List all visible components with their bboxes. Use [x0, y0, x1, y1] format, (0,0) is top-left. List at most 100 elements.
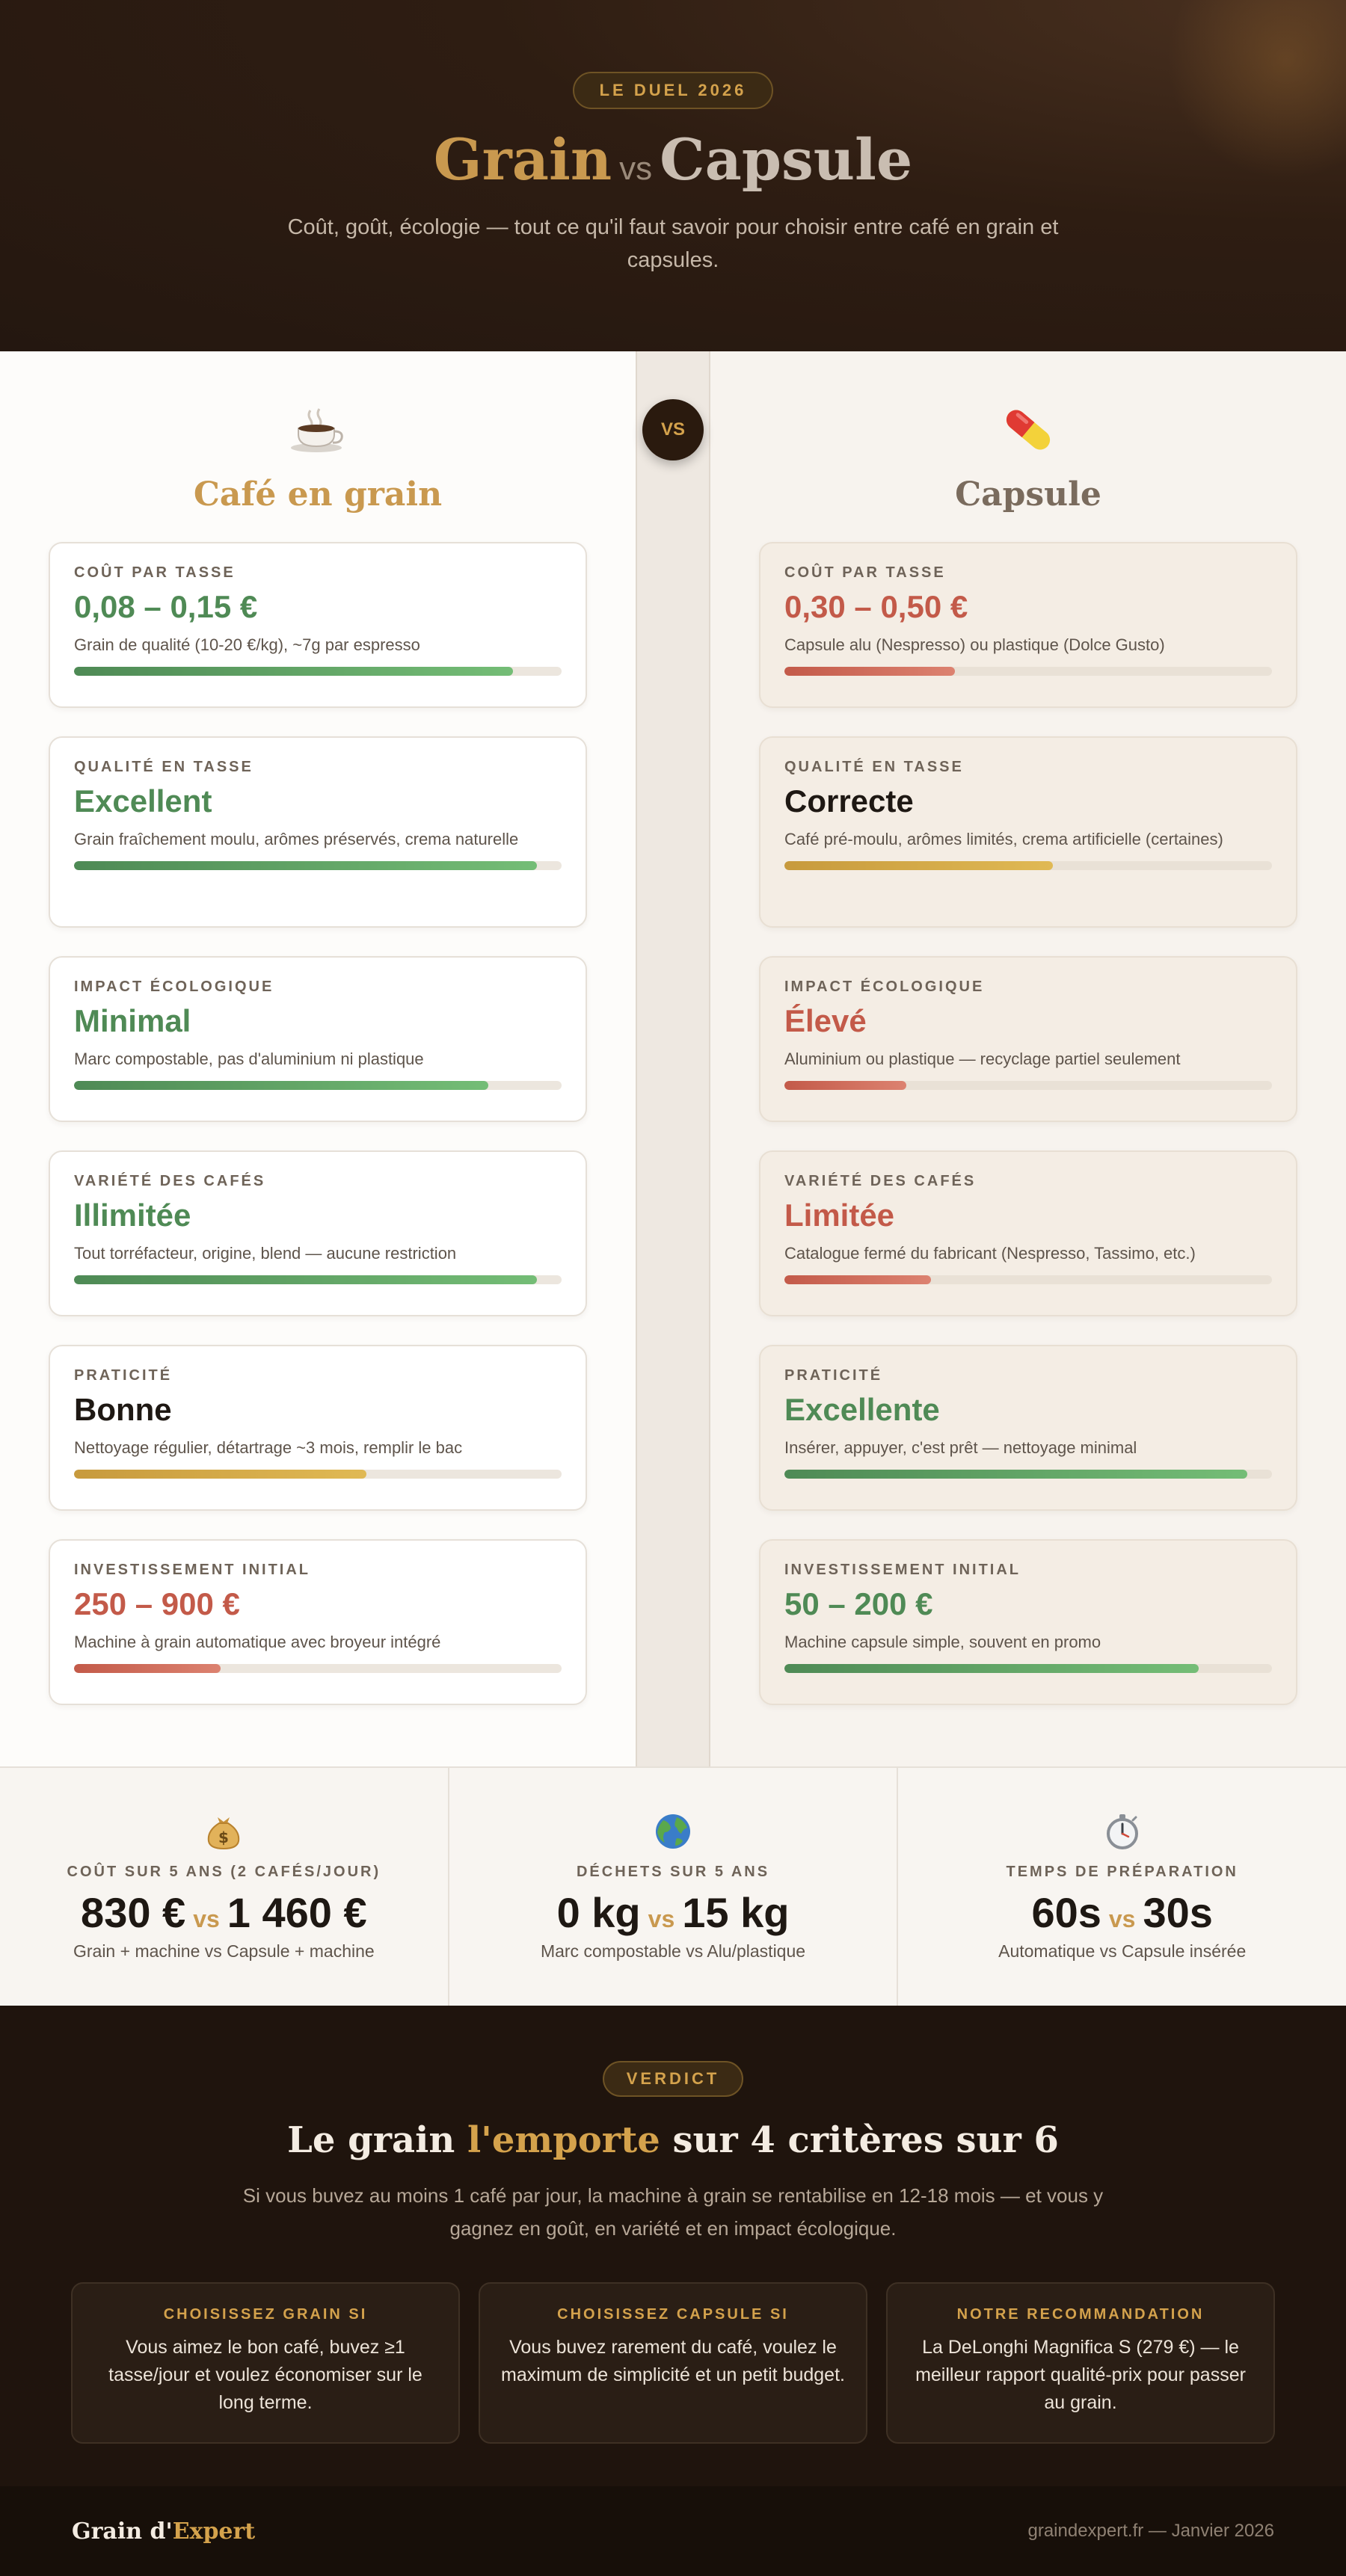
criterion-description: Grain de qualité (10-20 €/kg), ~7g par e…: [74, 635, 420, 655]
criterion-label: QUALITÉ EN TASSE: [784, 759, 964, 775]
capsule-column: Capsule COÛT PAR TASSE 0,30 – 0,50 € Capsu…: [710, 351, 1346, 1766]
choice-text: Vous aimez le bon café, buvez ≥1 tasse/j…: [108, 2337, 422, 2413]
criterion-card: INVESTISSEMENT INITIAL 250 – 900 € Machine…: [49, 1539, 587, 1705]
stat-description: Grain + machine vs Capsule + machine: [73, 1941, 375, 1961]
score-bar-fill: [74, 861, 538, 871]
criterion-label: INVESTISSEMENT INITIAL: [784, 1562, 1021, 1578]
verdict-choices: CHOISISSEZ GRAIN SI Vous aimez le bon ca…: [71, 2282, 1275, 2444]
stat-vs: vs: [648, 1905, 675, 1932]
vs-divider: VS: [636, 351, 710, 1766]
choice-grain: CHOISISSEZ GRAIN SI Vous aimez le bon ca…: [71, 2282, 460, 2444]
stat-vs: vs: [193, 1905, 220, 1932]
grain-column: Café en grain COÛT PAR TASSE 0,08 – 0,15 …: [0, 351, 636, 1766]
score-bar: [784, 1081, 1272, 1091]
criterion-description: Grain fraîchement moulu, arômes préservé…: [74, 830, 519, 849]
score-bar-fill: [784, 1081, 906, 1091]
verdict-title-end: sur 4 critères sur 6: [672, 2119, 1059, 2161]
score-bar: [74, 1664, 562, 1674]
criterion-description: Capsule alu (Nespresso) ou plastique (Do…: [784, 635, 1165, 655]
criterion-label: COÛT PAR TASSE: [74, 564, 236, 581]
criterion-card: IMPACT ÉCOLOGIQUE Élevé Aluminium ou plast…: [759, 956, 1297, 1122]
stat-left-value: 60s: [1031, 1889, 1101, 1936]
criterion-value: 0,08 – 0,15 €: [74, 589, 258, 624]
score-bar-fill: [784, 1275, 931, 1285]
stat-right-value: 15 kg: [682, 1889, 790, 1936]
page-title: Grain vs Capsule: [0, 129, 1346, 191]
choice-text: Vous buvez rarement du café, voulez le m…: [501, 2337, 845, 2385]
score-bar: [74, 667, 562, 677]
stat-right-value: 30s: [1143, 1889, 1213, 1936]
globe-icon: [449, 1813, 897, 1853]
comparison-section: Café en grain COÛT PAR TASSE 0,08 – 0,15 …: [0, 351, 1346, 1766]
criterion-value: Correcte: [784, 783, 914, 819]
title-grain: Grain: [433, 126, 612, 193]
score-bar-fill: [784, 861, 1053, 871]
choice-title: CHOISISSEZ CAPSULE SI: [557, 2306, 789, 2323]
criterion-label: COÛT PAR TASSE: [784, 564, 946, 581]
choice-capsule: CHOISISSEZ CAPSULE SI Vous buvez raremen…: [479, 2282, 867, 2444]
criterion-description: Tout torréfacteur, origine, blend — aucu…: [74, 1244, 457, 1263]
criterion-card: QUALITÉ EN TASSE Correcte Café pré-moulu, …: [759, 736, 1297, 928]
coffee-cup-icon: [49, 404, 587, 456]
vs-badge: VS: [642, 399, 704, 460]
verdict-section: VERDICT Le grain l'emporte sur 4 critère…: [0, 2006, 1346, 2486]
criterion-label: VARIÉTÉ DES CAFÉS: [784, 1173, 977, 1189]
criterion-description: Marc compostable, pas d'aluminium ni pla…: [74, 1050, 424, 1069]
criterion-card: VARIÉTÉ DES CAFÉS Limitée Catalogue fermé …: [759, 1150, 1297, 1316]
criterion-description: Machine à grain automatique avec broyeur…: [74, 1633, 441, 1652]
verdict-text: Si vous buvez au moins 1 café par jour, …: [242, 2184, 1104, 2240]
capsule-cards: COÛT PAR TASSE 0,30 – 0,50 € Capsule alu (…: [759, 542, 1297, 1705]
stat-value: 60s vs 30s: [898, 1888, 1346, 1937]
verdict-badge: VERDICT: [602, 2061, 744, 2097]
criterion-value: Illimitée: [74, 1198, 191, 1233]
hero: LE DUEL 2026 Grain vs Capsule Coût, goût, …: [0, 0, 1346, 351]
criterion-description: Catalogue fermé du fabricant (Nespresso,…: [784, 1244, 1196, 1263]
stat-waste: DÉCHETS SUR 5 ANS 0 kg vs 15 kg Marc compo…: [449, 1768, 899, 2006]
stat-description: Marc compostable vs Alu/plastique: [540, 1941, 806, 1961]
footer: Grain d'Expert graindexpert.fr — Janvier…: [0, 2486, 1346, 2576]
criterion-value: Élevé: [784, 1003, 867, 1038]
choice-title: NOTRE RECOMMANDATION: [956, 2306, 1205, 2323]
criterion-label: INVESTISSEMENT INITIAL: [74, 1562, 311, 1578]
stat-value: 830 € vs 1 460 €: [0, 1888, 448, 1937]
stat-vs: vs: [1108, 1905, 1136, 1932]
money-bag-icon: $: [0, 1813, 448, 1853]
stat-value: 0 kg vs 15 kg: [449, 1888, 897, 1937]
choice-recommendation: NOTRE RECOMMANDATION La DeLonghi Magnifi…: [886, 2282, 1275, 2444]
criterion-card: COÛT PAR TASSE 0,30 – 0,50 € Capsule alu (…: [759, 542, 1297, 708]
score-bar: [74, 1275, 562, 1285]
criterion-value: 50 – 200 €: [784, 1586, 933, 1621]
stat-label: COÛT SUR 5 ANS (2 CAFÉS/JOUR): [67, 1864, 381, 1880]
title-capsule: Capsule: [660, 126, 913, 193]
criterion-value: Bonne: [74, 1392, 172, 1427]
grain-column-title: Café en grain: [193, 475, 443, 514]
criterion-label: IMPACT ÉCOLOGIQUE: [74, 979, 274, 995]
svg-text:$: $: [218, 1828, 229, 1846]
criterion-label: PRATICITÉ: [784, 1367, 883, 1384]
score-bar-fill: [784, 667, 956, 677]
score-bar: [784, 667, 1272, 677]
score-bar: [784, 1275, 1272, 1285]
criterion-description: Insérer, appuyer, c'est prêt — nettoyage…: [784, 1438, 1137, 1458]
criterion-value: Limitée: [784, 1198, 895, 1233]
criterion-label: PRATICITÉ: [74, 1367, 173, 1384]
criterion-label: IMPACT ÉCOLOGIQUE: [784, 979, 985, 995]
score-bar: [74, 861, 562, 871]
brand-part-a: Grain d': [72, 2518, 173, 2545]
score-bar-fill: [74, 1275, 538, 1285]
choice-text: La DeLonghi Magnifica S (279 €) — le mei…: [915, 2337, 1246, 2413]
criterion-value: 0,30 – 0,50 €: [784, 589, 968, 624]
verdict-title-highlight: l'emporte: [467, 2119, 660, 2161]
footer-meta: graindexpert.fr — Janvier 2026: [1027, 2521, 1274, 2541]
score-bar-fill: [784, 1664, 1199, 1674]
criterion-description: Aluminium ou plastique — recyclage parti…: [784, 1050, 1181, 1069]
hero-badge: LE DUEL 2026: [572, 72, 774, 109]
footer-brand: Grain d'Expert: [72, 2518, 255, 2545]
stat-right-value: 1 460 €: [227, 1889, 367, 1936]
score-bar: [74, 1081, 562, 1091]
criterion-description: Nettoyage régulier, détartrage ~3 mois, …: [74, 1438, 463, 1458]
grain-cards: COÛT PAR TASSE 0,08 – 0,15 € Grain de qual…: [49, 542, 587, 1705]
stat-cost: $ COÛT SUR 5 ANS (2 CAFÉS/JOUR) 830 € vs 1…: [0, 1768, 449, 2006]
criterion-value: 250 – 900 €: [74, 1586, 240, 1621]
criterion-card: PRATICITÉ Excellente Insérer, appuyer, c'e…: [759, 1345, 1297, 1511]
